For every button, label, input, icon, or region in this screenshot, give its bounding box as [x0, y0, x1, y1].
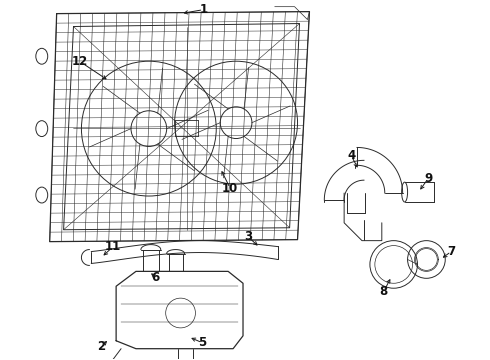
Text: 3: 3 [244, 230, 252, 243]
Text: 8: 8 [380, 285, 388, 298]
Text: 11: 11 [105, 240, 122, 253]
Text: 6: 6 [151, 271, 160, 284]
Text: 2: 2 [97, 340, 105, 353]
Text: 1: 1 [199, 3, 207, 16]
Text: 10: 10 [222, 181, 238, 195]
Text: 7: 7 [447, 245, 455, 258]
Text: 9: 9 [424, 172, 433, 185]
Text: 12: 12 [72, 55, 88, 68]
Text: 5: 5 [198, 336, 206, 349]
Text: 4: 4 [347, 149, 355, 162]
